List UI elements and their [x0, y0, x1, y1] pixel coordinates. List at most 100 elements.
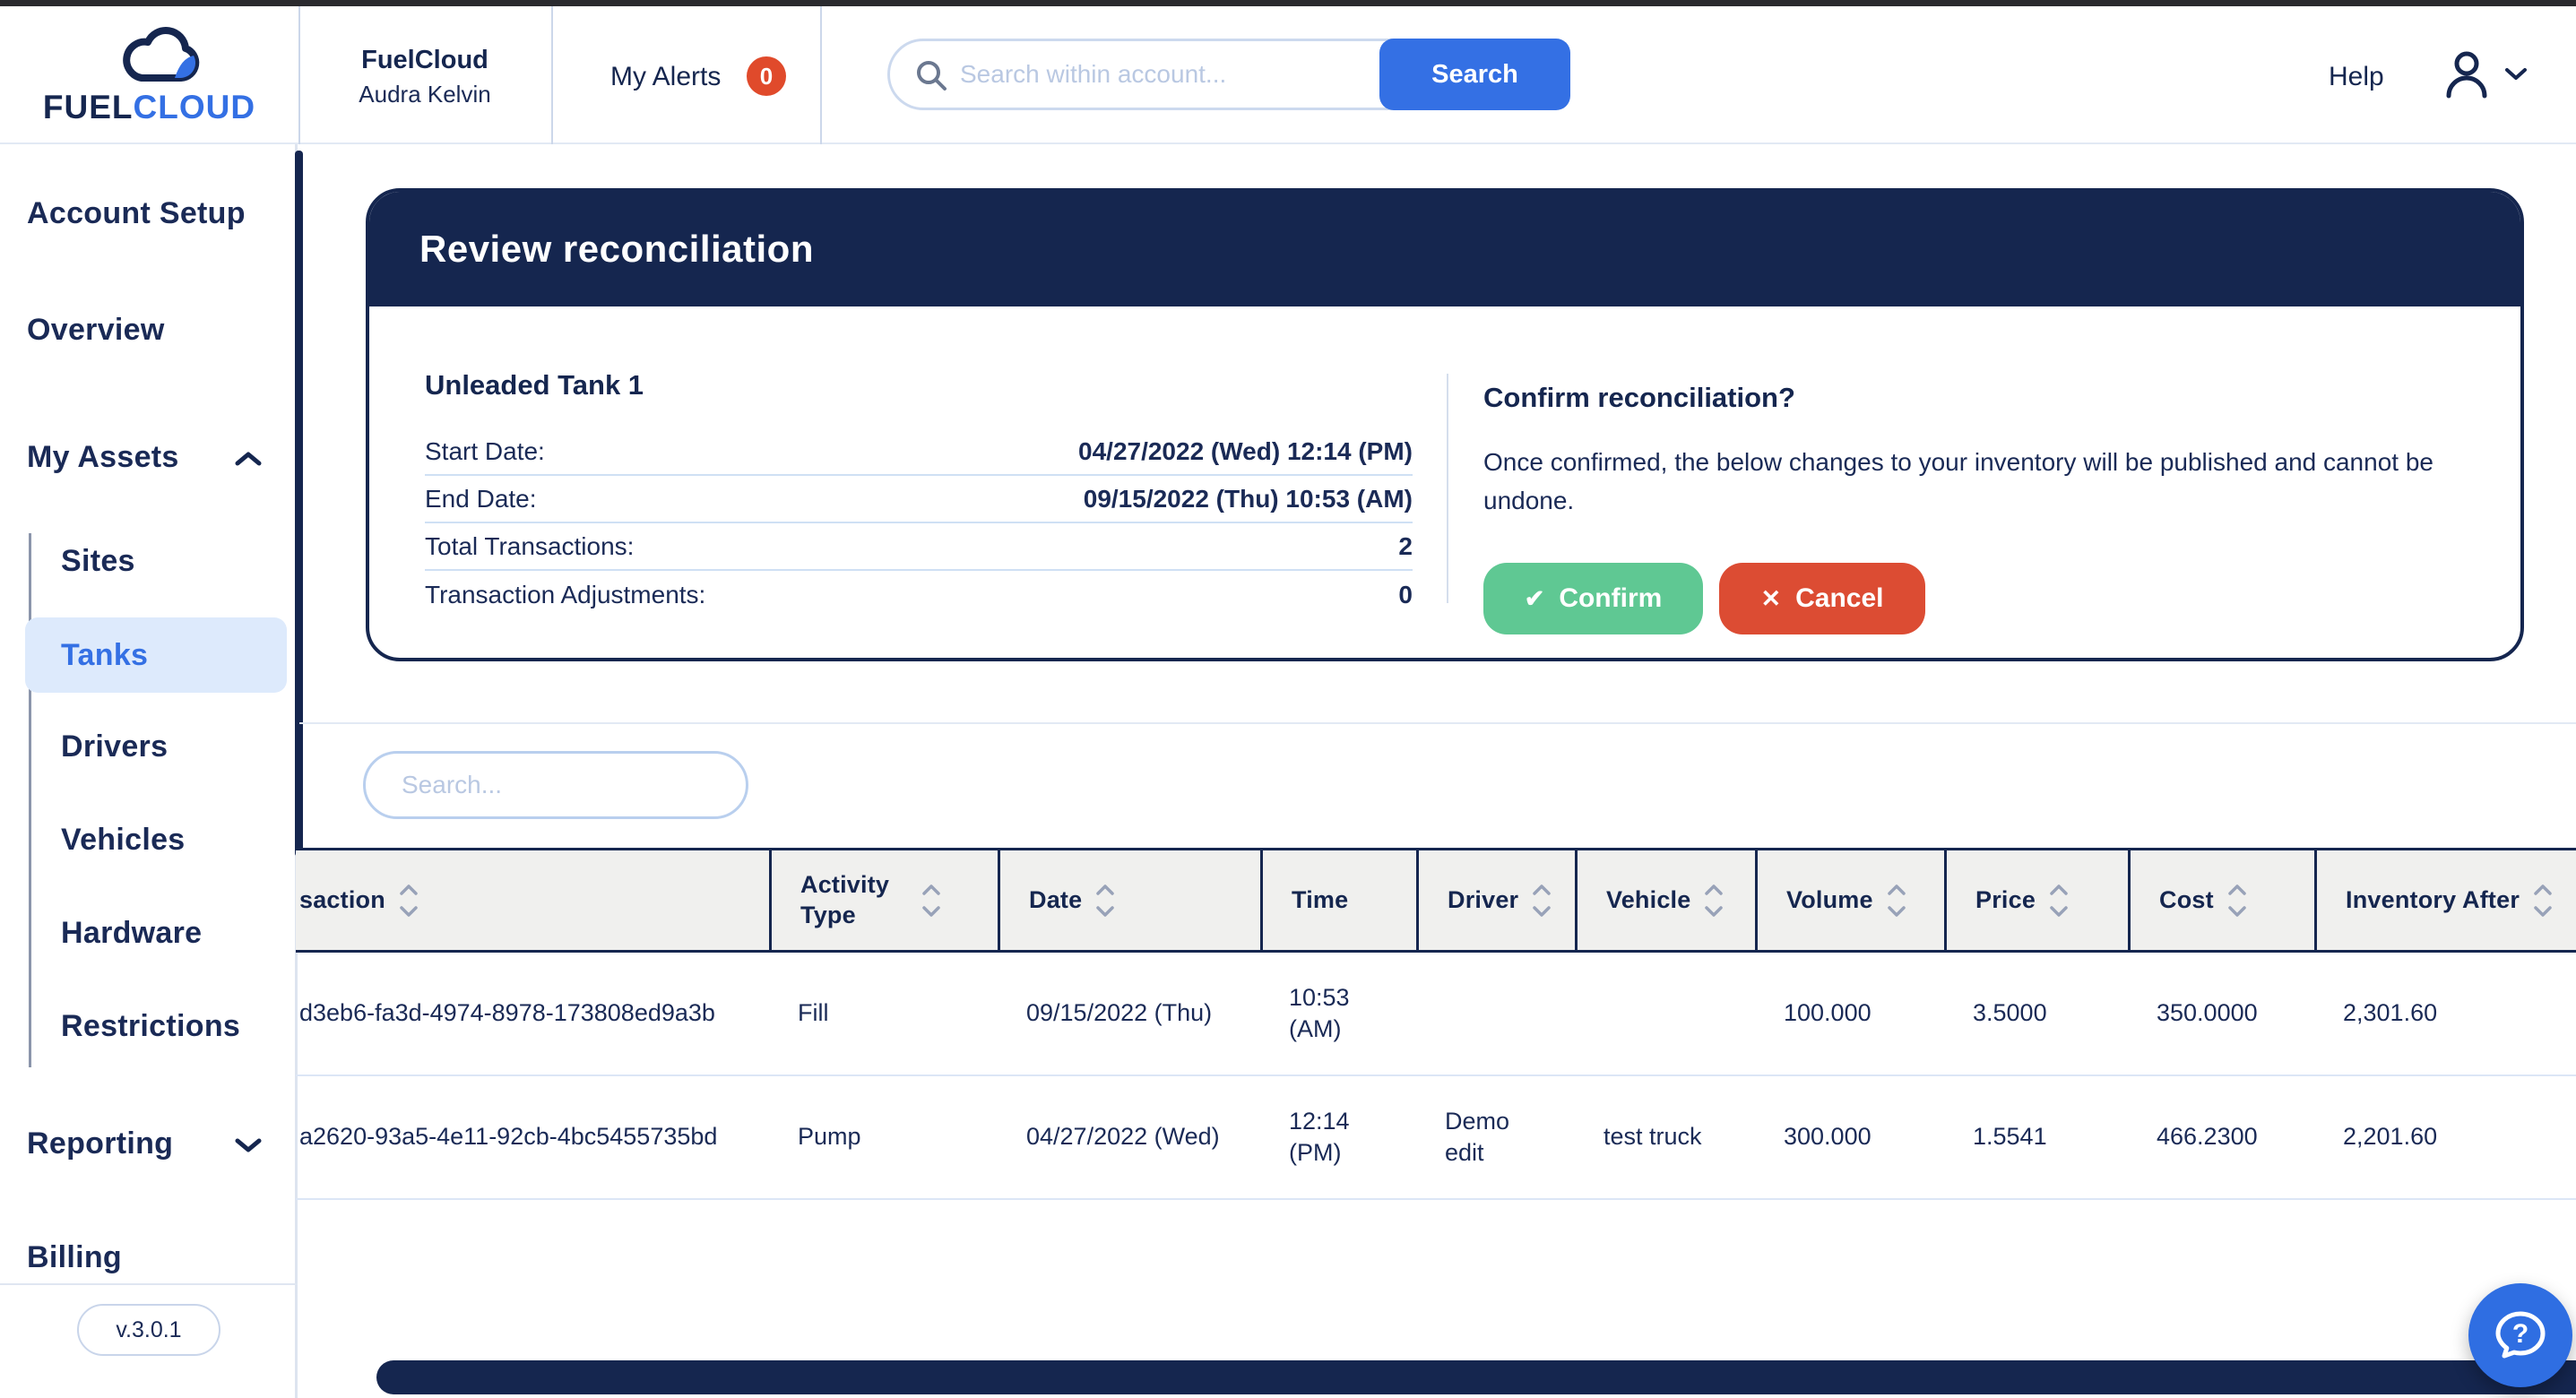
review-reconciliation-card: Review reconciliation Unleaded Tank 1 St…	[366, 188, 2524, 661]
cell-vehicle: test truck	[1604, 1123, 1702, 1151]
confirm-button[interactable]: ✔ Confirm	[1483, 563, 1703, 634]
header-divider	[551, 6, 553, 144]
card-header: Review reconciliation	[369, 192, 2520, 306]
question-bubble-icon: ?	[2495, 1311, 2546, 1359]
cell-inventory-after: 2,301.60	[2343, 999, 2438, 1027]
sidebar-item-tanks-active[interactable]: Tanks	[25, 617, 287, 693]
table-row[interactable]: d3eb6-fa3d-4974-8978-173808ed9a3b Fill 0…	[296, 953, 2576, 1076]
detail-row-start-date: Start Date: 04/27/2022 (Wed) 12:14 (PM)	[425, 428, 1413, 476]
person-icon	[2446, 51, 2487, 99]
help-link[interactable]: Help	[2329, 62, 2384, 91]
detail-value: 09/15/2022 (Thu) 10:53 (AM)	[1083, 484, 1413, 513]
sidebar-item-sites[interactable]: Sites	[61, 544, 135, 578]
sidebar-item-restrictions[interactable]: Restrictions	[61, 1009, 241, 1043]
account-name: FuelCloud	[361, 46, 488, 74]
sidebar-nav: Account Setup Overview My Assets Sites T…	[0, 144, 298, 1398]
sidebar-item-overview[interactable]: Overview	[27, 313, 165, 347]
sidebar-item-hardware[interactable]: Hardware	[61, 916, 203, 950]
detail-row-total-transactions: Total Transactions: 2	[425, 523, 1413, 571]
detail-row-end-date: End Date: 09/15/2022 (Thu) 10:53 (AM)	[425, 476, 1413, 523]
sidebar-item-tanks-label: Tanks	[61, 637, 149, 672]
column-header-cost[interactable]: Cost	[2128, 850, 2314, 950]
cell-cost: 350.0000	[2157, 999, 2258, 1027]
sort-chevrons-icon	[400, 884, 418, 917]
sidebar-scrollbar[interactable]	[295, 151, 303, 857]
cloud-icon	[123, 27, 200, 82]
cell-activity-type: Fill	[798, 999, 829, 1027]
cell-inventory-after: 2,201.60	[2343, 1123, 2438, 1151]
reconciliation-summary: Unleaded Tank 1 Start Date: 04/27/2022 (…	[425, 369, 1413, 618]
sidebar-item-vehicles[interactable]: Vehicles	[61, 823, 186, 857]
sidebar-item-my-assets[interactable]: My Assets	[27, 440, 179, 474]
detail-label: Start Date:	[425, 436, 545, 465]
cell-transaction-id: d3eb6-fa3d-4974-8978-173808ed9a3b	[299, 999, 715, 1027]
cell-volume: 100.000	[1784, 999, 1871, 1027]
cell-cost: 466.2300	[2157, 1123, 2258, 1151]
chevron-up-icon[interactable]	[235, 451, 262, 467]
cell-time: 12:14 (PM)	[1289, 1107, 1350, 1166]
table-search-input[interactable]	[363, 751, 748, 819]
sidebar-item-account-setup[interactable]: Account Setup	[27, 196, 246, 230]
window-top-strip	[0, 0, 2576, 6]
version-badge: v.3.0.1	[77, 1304, 220, 1356]
detail-label: End Date:	[425, 484, 537, 513]
cell-price: 3.5000	[1973, 999, 2047, 1027]
column-header-transaction[interactable]: saction	[296, 850, 769, 950]
detail-value: 04/27/2022 (Wed) 12:14 (PM)	[1078, 436, 1413, 465]
cell-date: 04/27/2022 (Wed)	[1026, 1123, 1220, 1151]
sort-chevrons-icon	[1705, 884, 1724, 917]
cell-volume: 300.000	[1784, 1123, 1871, 1151]
cancel-button[interactable]: ✕ Cancel	[1719, 563, 1925, 634]
column-header-inventory-after[interactable]: Inventory After	[2314, 850, 2576, 950]
horizontal-scrollbar[interactable]	[376, 1360, 2576, 1394]
brand-wordmark: FUELCLOUD	[42, 89, 256, 125]
help-fab-button[interactable]: ?	[2468, 1283, 2572, 1387]
table-search	[363, 751, 748, 819]
sidebar-item-billing[interactable]: Billing	[27, 1240, 122, 1274]
account-switcher[interactable]: FuelCloud Audra Kelvin	[298, 6, 551, 144]
search-button[interactable]: Search	[1379, 39, 1570, 110]
card-title: Review reconciliation	[419, 228, 814, 270]
svg-text:?: ?	[2512, 1319, 2528, 1349]
column-header-driver[interactable]: Driver	[1416, 850, 1575, 950]
cell-date: 09/15/2022 (Thu)	[1026, 999, 1213, 1027]
chevron-down-icon[interactable]	[235, 1137, 262, 1153]
cell-driver	[1416, 953, 1575, 1074]
account-user-name: Audra Kelvin	[359, 81, 491, 108]
column-header-activity-type[interactable]: Activity Type	[769, 850, 998, 950]
sort-chevrons-icon	[2228, 884, 2246, 917]
my-alerts[interactable]: My Alerts 0	[551, 6, 820, 144]
card-section-divider	[1447, 374, 1448, 603]
x-icon: ✕	[1760, 584, 1782, 612]
confirm-warning-text: Once confirmed, the below changes to you…	[1483, 448, 2433, 514]
cell-vehicle	[1575, 953, 1755, 1074]
detail-row-transaction-adjustments: Transaction Adjustments: 0	[425, 571, 1413, 618]
user-menu[interactable]	[2443, 49, 2528, 99]
confirm-heading: Confirm reconciliation?	[1483, 382, 1795, 413]
table-header-row: saction Activity Type Date Time Driver V…	[296, 848, 2576, 953]
table-row[interactable]: a2620-93a5-4e11-92cb-4bc5455735bd Pump 0…	[296, 1076, 2576, 1200]
sort-chevrons-icon	[1096, 884, 1115, 917]
column-header-date[interactable]: Date	[998, 850, 1260, 950]
confirm-section: Confirm reconciliation? Once confirmed, …	[1483, 382, 2496, 634]
sidebar-divider	[0, 1283, 298, 1285]
sort-chevrons-icon	[1533, 884, 1551, 917]
column-header-vehicle[interactable]: Vehicle	[1575, 850, 1755, 950]
app-header: FUELCLOUD FuelCloud Audra Kelvin My Aler…	[0, 6, 2576, 144]
sort-chevrons-icon	[1887, 884, 1906, 917]
detail-label: Transaction Adjustments:	[425, 580, 706, 608]
cell-time: 10:53 (AM)	[1289, 983, 1350, 1042]
detail-value: 2	[1398, 531, 1413, 560]
check-icon: ✔	[1524, 584, 1545, 612]
content-divider	[299, 722, 2576, 724]
alerts-count-badge: 0	[747, 56, 786, 96]
sort-chevrons-icon	[2050, 884, 2068, 917]
fuelcloud-logo[interactable]: FUELCLOUD	[0, 6, 298, 144]
sidebar-item-drivers[interactable]: Drivers	[61, 729, 169, 764]
column-header-volume[interactable]: Volume	[1755, 850, 1944, 950]
column-header-price[interactable]: Price	[1944, 850, 2128, 950]
cell-transaction-id: a2620-93a5-4e11-92cb-4bc5455735bd	[299, 1123, 718, 1151]
tank-name: Unleaded Tank 1	[425, 369, 644, 401]
cell-activity-type: Pump	[798, 1123, 861, 1151]
sidebar-item-reporting[interactable]: Reporting	[27, 1126, 174, 1161]
